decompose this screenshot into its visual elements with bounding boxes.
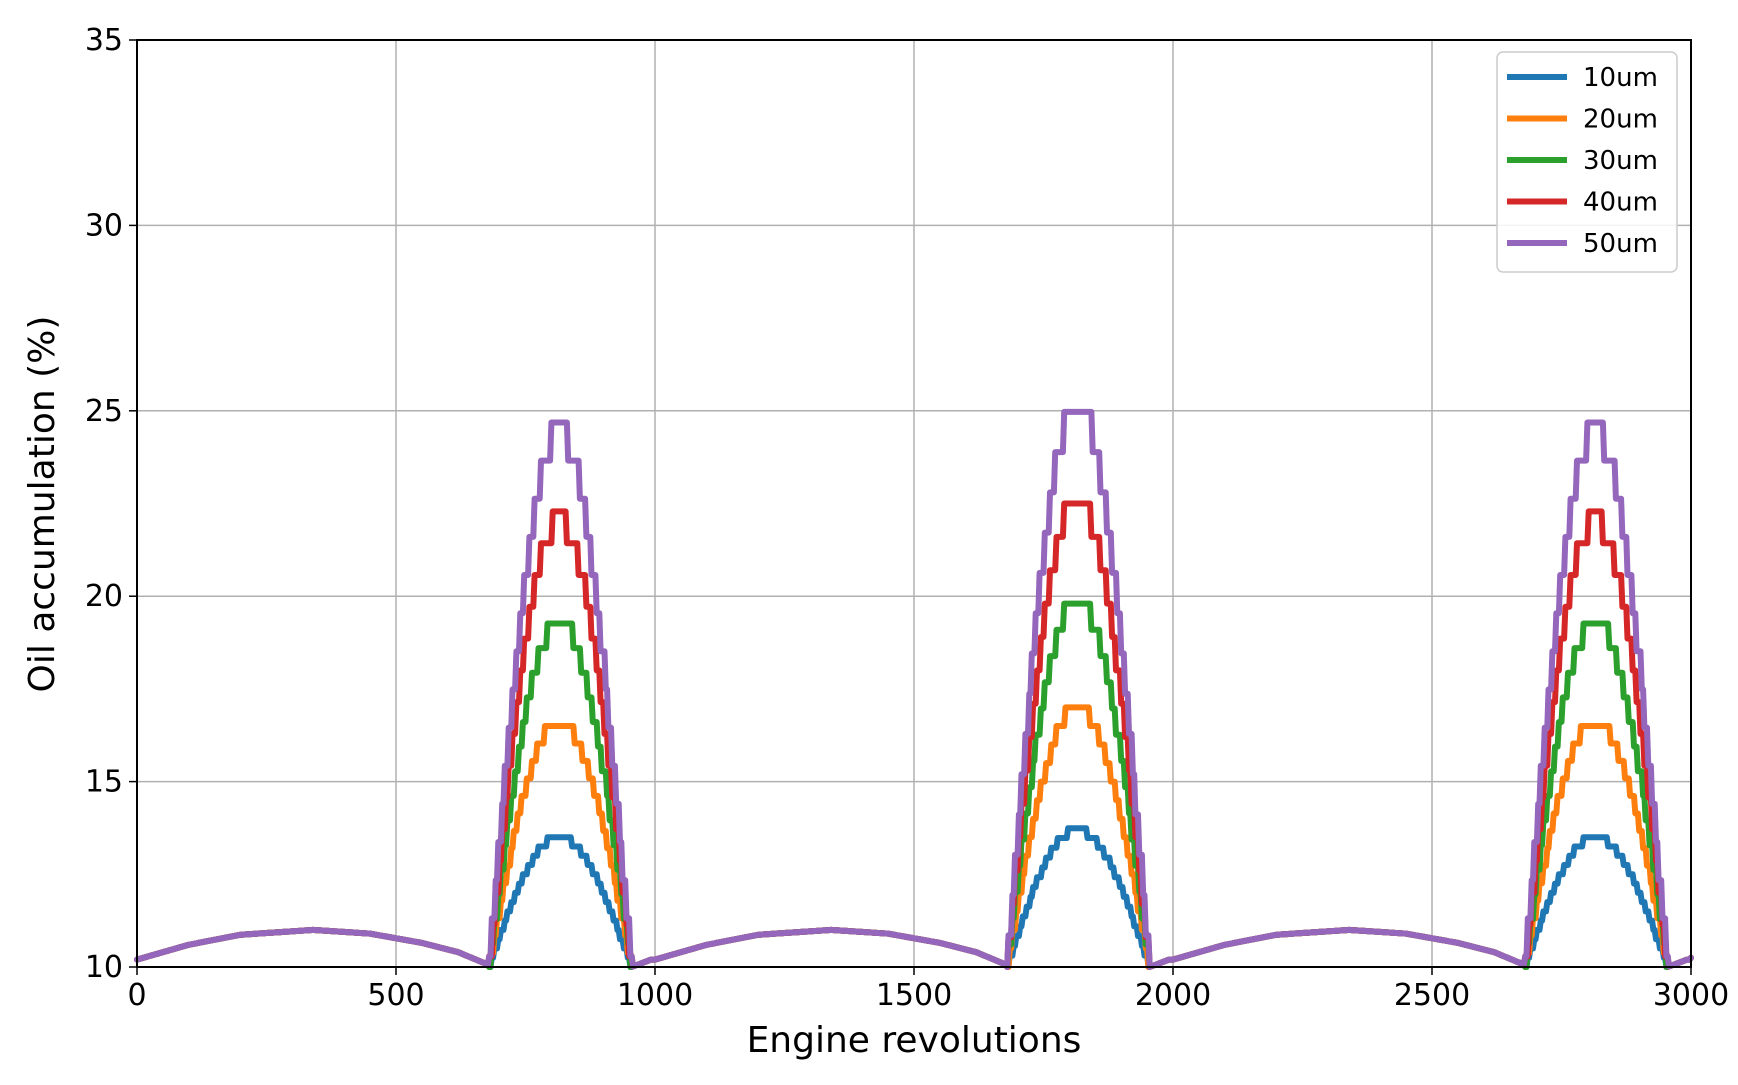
x-tick-label: 2000 (1135, 978, 1211, 1013)
y-tick-label: 15 (85, 765, 123, 800)
legend-label: 40um (1583, 188, 1658, 218)
x-tick-label: 3000 (1653, 978, 1729, 1013)
legend-frame (1496, 51, 1678, 273)
y-axis-label: Oil accumulation (%) (22, 316, 63, 693)
legend: 10um 20um 30um 40um 50um (1496, 51, 1678, 273)
x-tick-label: 1000 (617, 978, 693, 1013)
x-tick-label: 1500 (876, 978, 952, 1013)
y-tick-label: 30 (85, 208, 123, 243)
series-line-50um (134, 408, 1694, 970)
y-tick-label: 35 (85, 23, 123, 58)
x-axis-label: Engine revolutions (747, 1020, 1082, 1061)
x-tick-label: 500 (367, 978, 424, 1013)
legend-label: 30um (1583, 146, 1658, 176)
axis-ticks: 0 500 1000 1500 2000 2500 3000 10 15 20 25 30 35 (85, 23, 1729, 1013)
y-tick-label: 25 (85, 394, 123, 429)
x-tick-label: 0 (127, 978, 146, 1013)
plot-lines (134, 408, 1694, 970)
x-tick-label: 2500 (1394, 978, 1470, 1013)
legend-label: 50um (1583, 229, 1658, 259)
legend-label: 20um (1583, 105, 1658, 135)
legend-items: 10um 20um 30um 40um 50um (1507, 63, 1658, 259)
legend-label: 10um (1583, 63, 1658, 93)
y-tick-label: 20 (85, 579, 123, 614)
y-tick-label: 10 (85, 950, 123, 985)
